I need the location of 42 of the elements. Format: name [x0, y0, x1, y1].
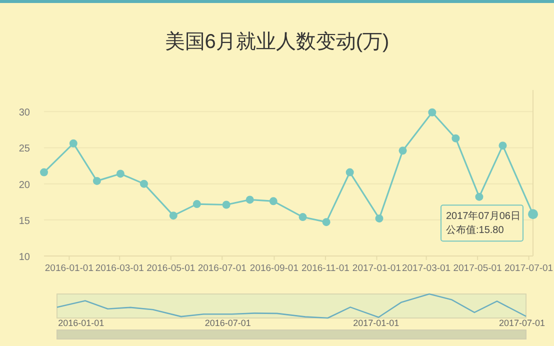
point	[140, 180, 148, 188]
point	[69, 139, 78, 148]
point	[192, 200, 201, 208]
x-tick-label: 2016-11-01	[302, 263, 350, 274]
point	[375, 214, 384, 222]
point	[116, 170, 124, 178]
point	[398, 146, 407, 155]
x-tick-label: 2017-05-01	[453, 263, 502, 274]
point	[269, 197, 278, 206]
point	[169, 212, 178, 220]
x-tick-label: 2017-01-01	[353, 318, 400, 328]
x-tick-label: 2016-07-01	[198, 263, 246, 274]
point	[475, 192, 484, 201]
point	[246, 196, 254, 204]
point	[322, 218, 330, 226]
point	[528, 209, 538, 220]
x-tick-label: 2017-03-01	[402, 263, 451, 274]
point	[222, 200, 230, 209]
point	[346, 168, 354, 176]
point	[298, 213, 307, 222]
x-tick-label: 2016-05-01	[146, 263, 196, 274]
point	[498, 142, 507, 150]
x-tick-label: 2016-07-01	[204, 318, 251, 328]
x-tick-label: 2016-09-01	[250, 263, 299, 274]
point	[92, 176, 101, 185]
y-tick-label: 25	[18, 144, 30, 155]
x-tick-label: 2016-03-01	[95, 263, 144, 274]
x-tick-label: 2017-07-01	[498, 318, 545, 328]
point	[40, 168, 48, 176]
x-tick-label: 2017-07-01	[504, 263, 554, 274]
chart-title: 美国6月就业人数变动(万)	[164, 30, 390, 53]
y-tick-label: 20	[18, 180, 30, 191]
x-tick-label: 2017-01-01	[352, 263, 402, 274]
point	[452, 134, 460, 142]
point	[428, 108, 436, 116]
annotation: 公布值:15.80	[446, 224, 504, 236]
y-tick-label: 10	[18, 252, 30, 263]
x-tick-label: 2016-01-01	[58, 318, 104, 328]
y-tick-label: 15	[18, 216, 30, 227]
annotation: 2017年07月06日	[446, 210, 520, 222]
y-tick-label: 30	[18, 108, 30, 119]
x-tick-label: 2016-01-01	[44, 263, 94, 274]
